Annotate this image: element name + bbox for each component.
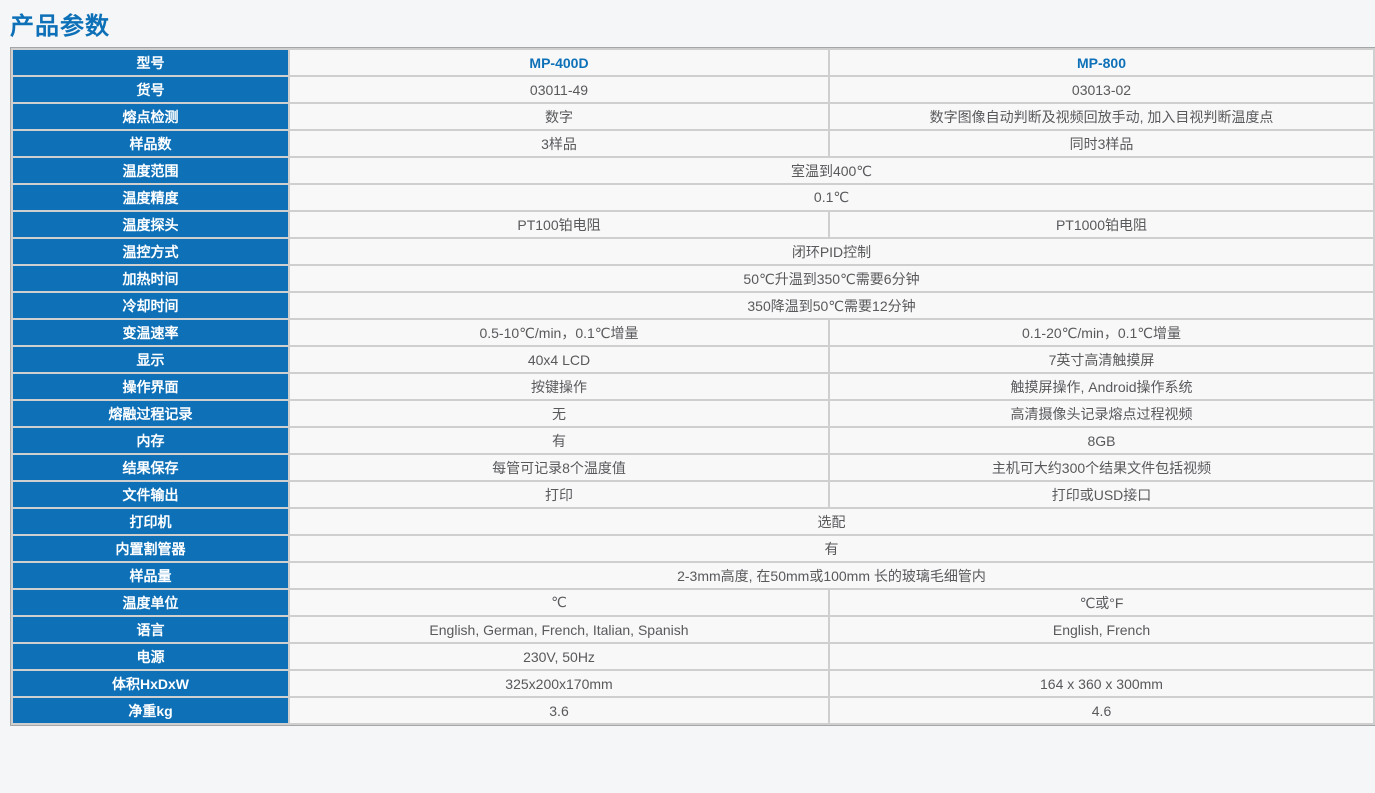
table-row: 显示 40x4 LCD 7英寸高清触摸屏	[13, 347, 1373, 372]
value-cell-mp400d: PT100铂电阻	[290, 212, 828, 237]
merged-value-cell: 室温到400℃	[290, 158, 1373, 183]
value-cell-mp800: 触摸屏操作, Android操作系统	[830, 374, 1373, 399]
merged-value-cell: 闭环PID控制	[290, 239, 1373, 264]
value-cell-mp400d: 打印	[290, 482, 828, 507]
table-row: 温度范围 室温到400℃	[13, 158, 1373, 183]
table-row: 打印机 选配	[13, 509, 1373, 534]
value-cell-mp800: 同时3样品	[830, 131, 1373, 156]
table-row: 温度探头 PT100铂电阻 PT1000铂电阻	[13, 212, 1373, 237]
table-row: 熔融过程记录无高清摄像头记录熔点过程视频	[13, 401, 1373, 426]
row-label: 文件输出	[13, 482, 288, 507]
row-label: 内置割管器	[13, 536, 288, 561]
value-cell-mp800: 8GB	[830, 428, 1373, 453]
value-cell-mp800: 0.1-20℃/min，0.1℃增量	[830, 320, 1373, 345]
table-row: 净重kg 3.6 4.6	[13, 698, 1373, 723]
value-cell-mp800: 打印或USD接口	[830, 482, 1373, 507]
value-cell-mp800: 数字图像自动判断及视频回放手动, 加入目视判断温度点	[830, 104, 1373, 129]
merged-value-cell: 2-3mm高度, 在50mm或100mm 长的玻璃毛细管内	[290, 563, 1373, 588]
model-name-mp400d: MP-400D	[290, 50, 828, 75]
table-row: 结果保存 每管可记录8个温度值 主机可大约300个结果文件包括视频	[13, 455, 1373, 480]
value-cell-mp800: 主机可大约300个结果文件包括视频	[830, 455, 1373, 480]
merged-value-cell: 有	[290, 536, 1373, 561]
row-label: 语言	[13, 617, 288, 642]
table-row: 电源 230V, 50Hz	[13, 644, 1373, 669]
value-cell-mp800	[830, 644, 1373, 669]
table-row: 货号 03011-49 03013-02	[13, 77, 1373, 102]
value-cell-mp400d: 230V, 50Hz	[290, 644, 828, 669]
value-cell-mp400d: ℃	[290, 590, 828, 615]
value-cell-mp400d: 有	[290, 428, 828, 453]
table-row: 内置割管器有	[13, 536, 1373, 561]
value-cell-mp400d: 03011-49	[290, 77, 828, 102]
row-label: 样品量	[13, 563, 288, 588]
table-row: 内存有 8GB	[13, 428, 1373, 453]
row-label: 熔点检测	[13, 104, 288, 129]
value-cell-mp400d: 0.5-10℃/min，0.1℃增量	[290, 320, 828, 345]
value-cell-mp800: 7英寸高清触摸屏	[830, 347, 1373, 372]
row-label: 样品数	[13, 131, 288, 156]
value-cell-mp400d: 每管可记录8个温度值	[290, 455, 828, 480]
row-label: 变温速率	[13, 320, 288, 345]
merged-value-cell: 0.1℃	[290, 185, 1373, 210]
table-row: 样品数 3样品 同时3样品	[13, 131, 1373, 156]
table-row: 温控方式 闭环PID控制	[13, 239, 1373, 264]
table-row: 文件输出 打印 打印或USD接口	[13, 482, 1373, 507]
row-label: 温度范围	[13, 158, 288, 183]
row-label: 熔融过程记录	[13, 401, 288, 426]
value-cell-mp400d: English, German, French, Italian, Spanis…	[290, 617, 828, 642]
table-row: 体积HxDxW 325x200x170mm 164 x 360 x 300mm	[13, 671, 1373, 696]
spec-table-body: 型号 MP-400D MP-800 货号 03011-49 03013-02 熔点检测 数字数…	[13, 50, 1373, 723]
value-cell-mp400d: 按键操作	[290, 374, 828, 399]
row-label: 货号	[13, 77, 288, 102]
value-cell-mp800: 164 x 360 x 300mm	[830, 671, 1373, 696]
row-label: 电源	[13, 644, 288, 669]
row-label: 型号	[13, 50, 288, 75]
merged-value-cell: 50℃升温到350℃需要6分钟	[290, 266, 1373, 291]
merged-value-cell: 选配	[290, 509, 1373, 534]
table-row: 熔点检测 数字 数字图像自动判断及视频回放手动, 加入目视判断温度点	[13, 104, 1373, 129]
row-label: 显示	[13, 347, 288, 372]
value-cell-mp800: ℃或°F	[830, 590, 1373, 615]
row-label: 加热时间	[13, 266, 288, 291]
table-row: 温度单位 ℃ ℃或°F	[13, 590, 1373, 615]
row-label: 温控方式	[13, 239, 288, 264]
value-cell-mp400d: 无	[290, 401, 828, 426]
value-cell-mp400d: 3样品	[290, 131, 828, 156]
merged-value-cell: 350降温到50℃需要12分钟	[290, 293, 1373, 318]
table-row: 型号 MP-400D MP-800	[13, 50, 1373, 75]
row-label: 净重kg	[13, 698, 288, 723]
value-cell-mp400d: 3.6	[290, 698, 828, 723]
table-row: 语言 English, German, French, Italian, Span…	[13, 617, 1373, 642]
table-row: 样品量 2-3mm高度, 在50mm或100mm 长的玻璃毛细管内	[13, 563, 1373, 588]
value-cell-mp800: 高清摄像头记录熔点过程视频	[830, 401, 1373, 426]
page-title: 产品参数	[10, 13, 110, 40]
row-label: 内存	[13, 428, 288, 453]
value-cell-mp800: 4.6	[830, 698, 1373, 723]
table-row: 加热时间 50℃升温到350℃需要6分钟	[13, 266, 1373, 291]
row-label: 体积HxDxW	[13, 671, 288, 696]
row-label: 冷却时间	[13, 293, 288, 318]
value-cell-mp800: 03013-02	[830, 77, 1373, 102]
row-label: 温度单位	[13, 590, 288, 615]
value-cell-mp400d: 数字	[290, 104, 828, 129]
value-cell-mp400d: 40x4 LCD	[290, 347, 828, 372]
model-name-mp800: MP-800	[830, 50, 1373, 75]
row-label: 结果保存	[13, 455, 288, 480]
table-row: 冷却时间 350降温到50℃需要12分钟	[13, 293, 1373, 318]
table-row: 温度精度 0.1℃	[13, 185, 1373, 210]
value-cell-mp400d: 325x200x170mm	[290, 671, 828, 696]
value-cell-mp800: English, French	[830, 617, 1373, 642]
spec-table: 型号 MP-400D MP-800 货号 03011-49 03013-02 熔点检测 数字数…	[10, 47, 1375, 726]
row-label: 温度精度	[13, 185, 288, 210]
row-label: 操作界面	[13, 374, 288, 399]
row-label: 打印机	[13, 509, 288, 534]
table-row: 变温速率 0.5-10℃/min，0.1℃增量 0.1-20℃/min，0.1℃增量	[13, 320, 1373, 345]
row-label: 温度探头	[13, 212, 288, 237]
table-row: 操作界面 按键操作 触摸屏操作, Android操作系统	[13, 374, 1373, 399]
value-cell-mp800: PT1000铂电阻	[830, 212, 1373, 237]
